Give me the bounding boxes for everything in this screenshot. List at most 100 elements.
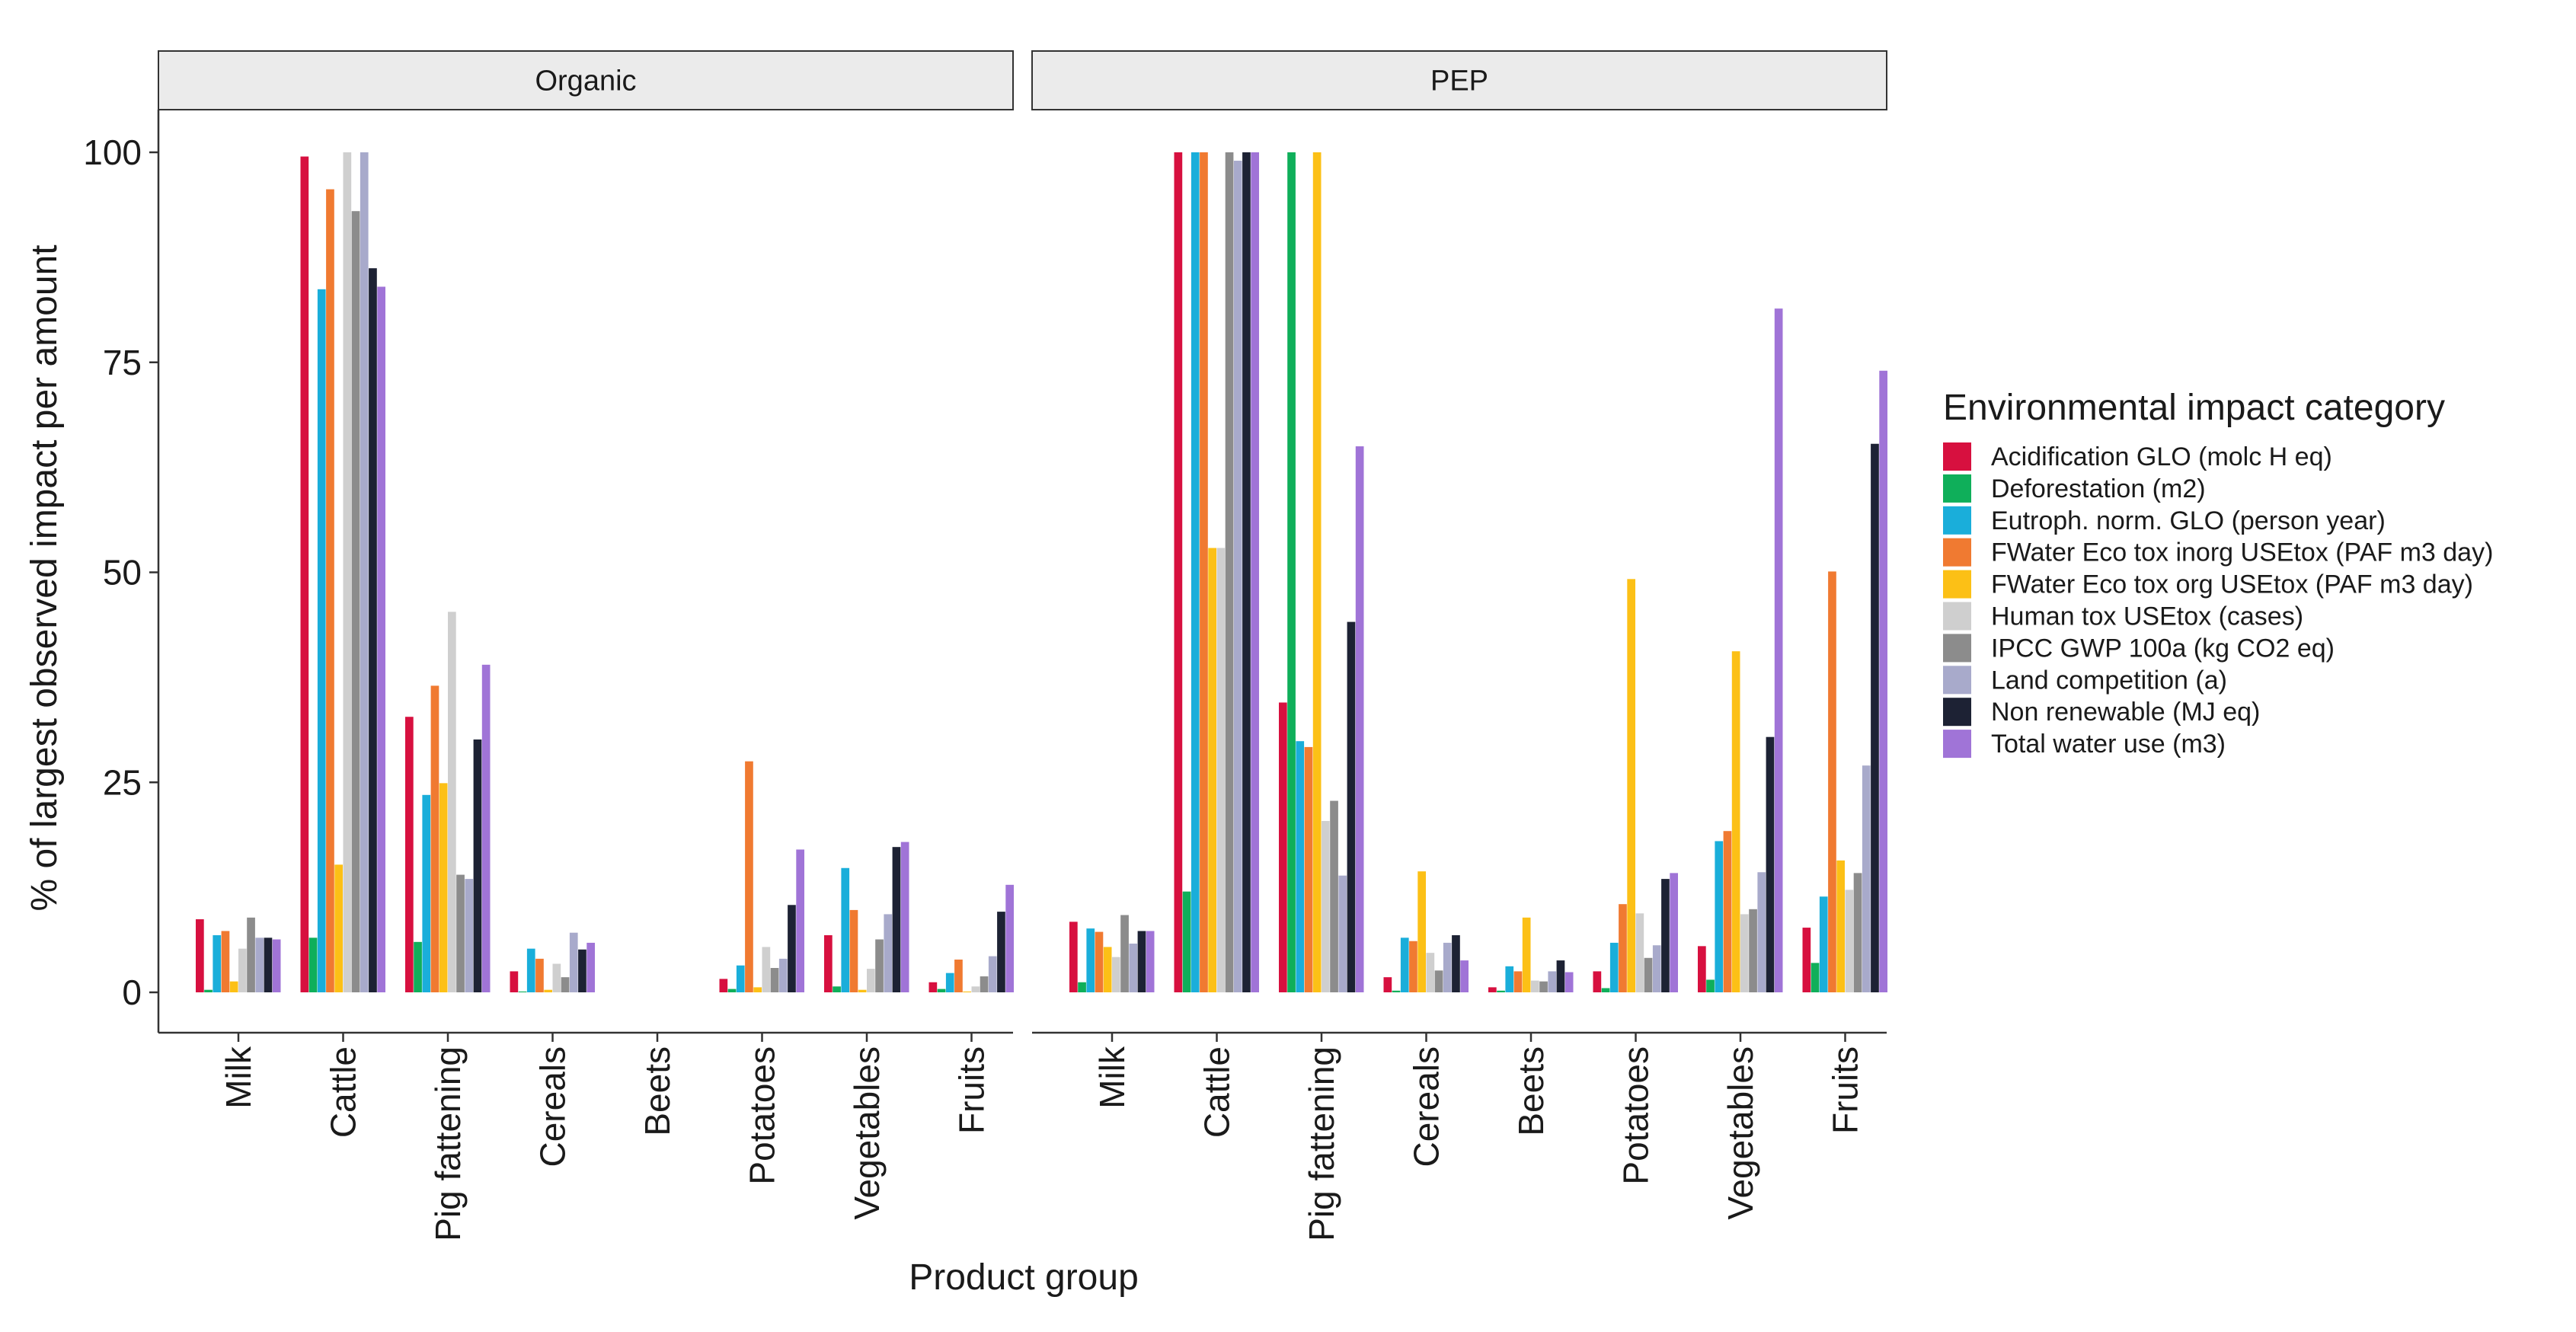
bar-pep-beets-6 <box>1539 981 1548 992</box>
bar-organic-fruits-7 <box>988 956 997 992</box>
bar-organic-cattle-4 <box>334 864 343 992</box>
bar-organic-pig-fattening-5 <box>448 612 456 992</box>
bars-pep <box>1069 152 1887 992</box>
x-tick-label-organic-cattle: Cattle <box>324 1046 363 1138</box>
bar-pep-fruits-2 <box>1819 896 1828 992</box>
bar-organic-vegetables-2 <box>841 867 850 992</box>
legend-swatch-2 <box>1943 506 1971 535</box>
y-tick-label-25: 25 <box>103 762 142 802</box>
bar-pep-vegetables-4 <box>1731 651 1740 992</box>
bar-organic-vegetables-6 <box>875 939 884 992</box>
bar-organic-pig-fattening-4 <box>439 783 448 992</box>
bar-pep-milk-1 <box>1078 982 1086 992</box>
y-tick-label-75: 75 <box>103 343 142 382</box>
y-axis-title: % of largest observed impact per amount <box>24 244 65 911</box>
bar-organic-fruits-6 <box>980 976 989 992</box>
x-tick-label-pep-cattle: Cattle <box>1197 1046 1237 1138</box>
bar-pep-beets-3 <box>1513 971 1523 992</box>
bar-pep-milk-0 <box>1069 922 1078 992</box>
bar-pep-pig-fattening-9 <box>1355 446 1364 992</box>
bar-organic-potatoes-9 <box>796 849 804 992</box>
bar-pep-cereals-5 <box>1426 953 1435 992</box>
x-tick-label-organic-potatoes: Potatoes <box>743 1046 782 1185</box>
legend-label-1: Deforestation (m2) <box>1991 474 2206 503</box>
legend-label-9: Total water use (m3) <box>1991 730 2226 759</box>
bar-organic-fruits-0 <box>928 982 938 992</box>
bar-pep-pig-fattening-5 <box>1322 820 1330 992</box>
bar-pep-pig-fattening-2 <box>1296 741 1305 992</box>
bar-organic-fruits-2 <box>945 973 954 992</box>
bar-organic-pig-fattening-8 <box>473 739 482 992</box>
bar-pep-cereals-7 <box>1443 942 1452 992</box>
bar-organic-cereals-5 <box>552 963 561 992</box>
bar-pep-potatoes-4 <box>1627 579 1635 992</box>
bar-organic-cereals-2 <box>526 948 535 992</box>
legend-swatch-3 <box>1943 538 1971 567</box>
bar-pep-cattle-7 <box>1233 161 1242 992</box>
bar-pep-beets-0 <box>1488 987 1497 992</box>
x-tick-label-pep-milk: Milk <box>1092 1046 1132 1109</box>
bar-pep-vegetables-5 <box>1740 914 1749 992</box>
bar-pep-cattle-6 <box>1225 152 1234 992</box>
bar-organic-pig-fattening-2 <box>422 794 431 992</box>
bar-organic-fruits-8 <box>997 912 1005 992</box>
legend-swatch-4 <box>1943 570 1971 599</box>
bar-organic-vegetables-0 <box>824 935 833 992</box>
bar-organic-milk-7 <box>255 938 264 992</box>
bar-pep-cereals-8 <box>1452 935 1460 992</box>
x-tick-label-organic-vegetables: Vegetables <box>847 1046 887 1220</box>
legend-label-3: FWater Eco tox inorg USEtox (PAF m3 day) <box>1991 538 2493 567</box>
bar-organic-pig-fattening-3 <box>430 685 439 992</box>
legend-swatch-1 <box>1943 474 1971 503</box>
bar-pep-pig-fattening-0 <box>1279 702 1287 992</box>
legend-swatch-5 <box>1943 602 1971 631</box>
bar-pep-potatoes-0 <box>1593 971 1602 992</box>
bar-organic-vegetables-4 <box>858 989 867 992</box>
strip-pep <box>1031 50 1887 110</box>
bar-pep-cereals-9 <box>1460 960 1469 992</box>
bar-pep-milk-6 <box>1120 915 1129 992</box>
y-tick-label-50: 50 <box>103 553 142 593</box>
bars-organic <box>196 152 1014 993</box>
legend-swatch-8 <box>1943 698 1971 727</box>
bar-organic-potatoes-2 <box>736 965 745 992</box>
x-tick-label-pep-potatoes: Potatoes <box>1616 1046 1656 1185</box>
bar-organic-cereals-4 <box>544 989 552 992</box>
bar-pep-cattle-4 <box>1208 548 1216 992</box>
bar-organic-cattle-9 <box>377 286 385 993</box>
bar-organic-milk-2 <box>213 935 222 992</box>
bar-pep-fruits-8 <box>1871 443 1879 992</box>
bar-pep-vegetables-6 <box>1749 909 1757 992</box>
bar-organic-cattle-3 <box>326 189 334 992</box>
panel-organic: Organic Milk Cattle Pig fattening Cereals Bee… <box>158 50 1014 1241</box>
bar-organic-potatoes-6 <box>770 968 779 992</box>
bar-organic-cattle-2 <box>317 289 326 992</box>
bar-pep-potatoes-9 <box>1670 873 1678 992</box>
bar-organic-cereals-3 <box>535 958 544 992</box>
x-tick-label-organic-cereals: Cereals <box>533 1046 573 1167</box>
bar-organic-vegetables-7 <box>884 914 893 992</box>
bar-pep-milk-7 <box>1129 944 1138 992</box>
bar-pep-pig-fattening-4 <box>1312 152 1322 992</box>
bar-organic-pig-fattening-0 <box>405 717 414 992</box>
legend-label-2: Eutroph. norm. GLO (person year) <box>1991 506 2386 535</box>
bar-pep-fruits-7 <box>1862 765 1871 992</box>
bar-pep-milk-3 <box>1095 931 1104 992</box>
bar-pep-vegetables-9 <box>1774 308 1783 992</box>
bar-organic-fruits-3 <box>954 959 963 992</box>
bar-organic-milk-8 <box>264 938 273 992</box>
bar-organic-vegetables-9 <box>900 842 909 992</box>
bar-pep-cattle-0 <box>1174 152 1183 992</box>
bar-pep-potatoes-8 <box>1661 879 1670 992</box>
bar-pep-potatoes-7 <box>1652 945 1661 992</box>
bar-organic-milk-4 <box>229 981 238 992</box>
bar-organic-pig-fattening-7 <box>465 879 474 992</box>
bar-pep-potatoes-2 <box>1609 942 1619 992</box>
bar-pep-potatoes-6 <box>1644 957 1653 992</box>
bar-pep-fruits-0 <box>1802 928 1811 992</box>
legend-label-5: Human tox USEtox (cases) <box>1991 602 2303 631</box>
bar-pep-milk-4 <box>1103 947 1112 992</box>
legend-label-8: Non renewable (MJ eq) <box>1991 698 2260 727</box>
